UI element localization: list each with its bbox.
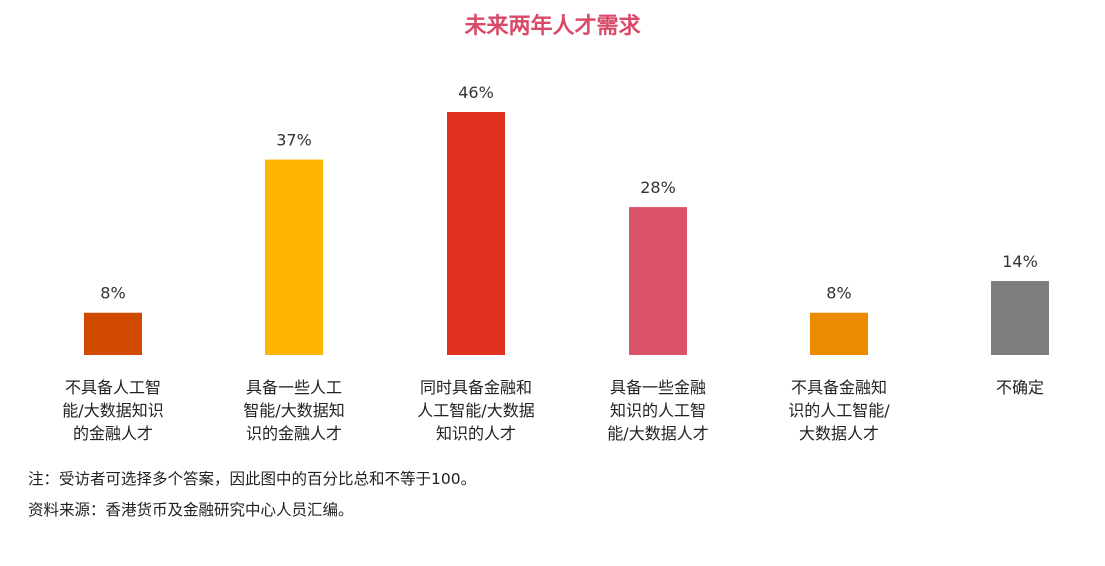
chart-title: 未来两年人才需求 xyxy=(464,14,641,39)
category-label-line: 知识的人才 xyxy=(435,424,516,443)
category-label-1: 具备一些人工 智能/大数据知 识的金融人才 xyxy=(214,376,374,445)
value-label-4: 8% xyxy=(826,284,851,303)
category-label-0: 不具备人工智 能/大数据知识 的金融人才 xyxy=(33,376,193,445)
category-label-line: 的金融人才 xyxy=(72,424,153,443)
value-label-0: 8% xyxy=(100,284,125,303)
bar-3 xyxy=(629,207,687,355)
category-label-2: 同时具备金融和 人工智能/大数据 知识的人才 xyxy=(396,376,556,445)
category-label-4: 不具备金融知 识的人工智能/大数据人才 xyxy=(759,376,919,445)
footnote-source: 资料来源：香港货币及金融研究中心人员汇编。 xyxy=(28,501,354,519)
bar-2 xyxy=(447,112,505,355)
bar-4 xyxy=(810,312,868,355)
category-label-3: 具备一些金融 知识的人工智 能/大数据人才 xyxy=(578,376,738,445)
category-label-line: 识的金融人才 xyxy=(245,424,342,443)
category-label-line: 知识的人工智 xyxy=(609,401,706,420)
value-label-1: 37% xyxy=(276,131,312,150)
value-label-3: 28% xyxy=(640,178,676,197)
category-label-line: 识的人工智能/ xyxy=(788,401,890,420)
category-label-line: 大数据人才 xyxy=(798,424,879,443)
category-label-line: 能/大数据人才 xyxy=(607,424,709,443)
bar-5 xyxy=(991,281,1049,355)
value-label-5: 14% xyxy=(1002,252,1038,271)
value-label-2: 46% xyxy=(458,83,494,102)
bar-1 xyxy=(265,159,323,355)
category-label-line: 同时具备金融和 xyxy=(419,378,532,397)
category-label-5: 不确定 xyxy=(940,376,1100,399)
category-label-line: 具备一些人工 xyxy=(245,378,342,397)
category-label-line: 具备一些金融 xyxy=(609,378,706,397)
category-label-line: 不具备人工智 xyxy=(64,378,161,397)
category-label-line: 不确定 xyxy=(995,378,1044,397)
category-label-line: 不具备金融知 xyxy=(790,378,887,397)
category-label-line: 能/大数据知识 xyxy=(62,401,164,420)
bar-0 xyxy=(84,312,142,355)
category-label-line: 智能/大数据知 xyxy=(243,401,345,420)
footnote-note: 注：受访者可选择多个答案，因此图中的百分比总和不等于100。 xyxy=(28,470,477,488)
category-label-line: 人工智能/大数据 xyxy=(417,401,535,420)
